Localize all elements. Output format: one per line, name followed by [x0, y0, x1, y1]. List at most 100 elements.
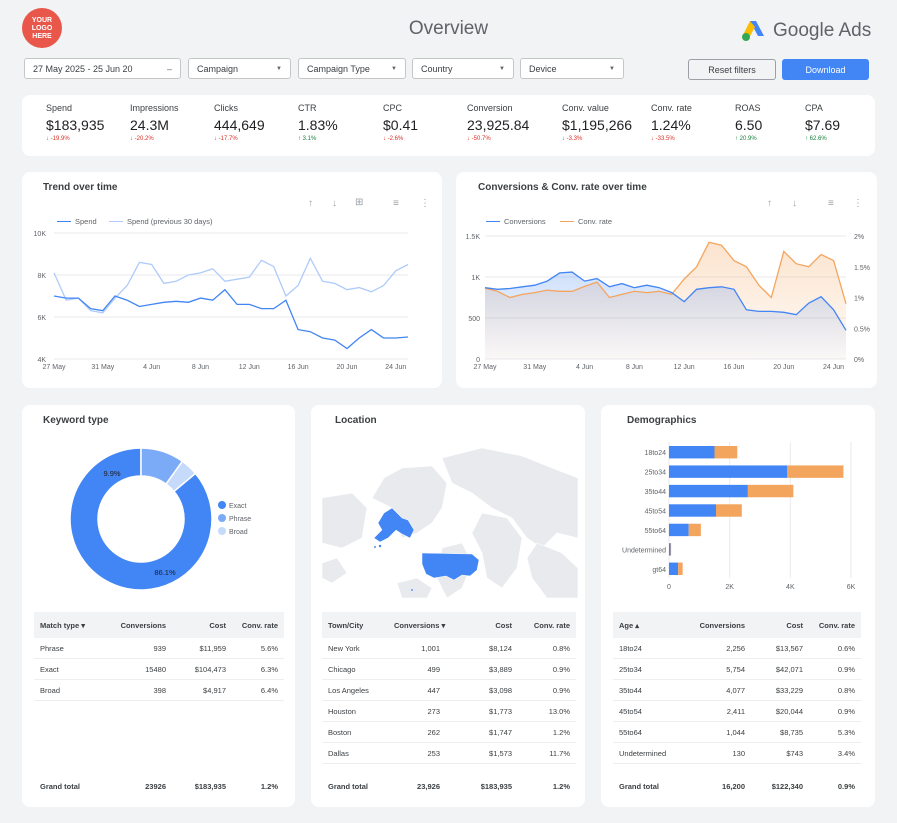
more-vert-icon[interactable]: ⋮ — [853, 198, 863, 209]
table-cell: 0.9% — [552, 685, 570, 695]
google-ads-icon — [742, 21, 764, 41]
y-tick-label: 1K — [471, 275, 480, 282]
kpi-cpa: CPA $7.69 ↑ 62.6% — [805, 103, 840, 142]
table-row: Dallas 253 $1,573 11.7% — [322, 743, 576, 764]
kpi-conversion: Conversion 23,925.84 ↓ -50.7% — [467, 103, 529, 142]
kpi-roas: ROAS 6.50 ↑ 20.9% — [735, 103, 762, 142]
column-header[interactable]: Conversions — [699, 620, 745, 630]
table-cell: 5,754 — [726, 664, 745, 674]
x-tick-label: 4K — [786, 584, 795, 591]
reset-filters-button[interactable]: Reset filters — [688, 59, 776, 80]
x-tick-label: 27 May — [474, 364, 497, 371]
arrow-down-icon[interactable]: ↓ — [332, 198, 337, 209]
device-filter[interactable]: Device ▼ — [520, 58, 624, 79]
campaign-type-filter[interactable]: Campaign Type ▼ — [298, 58, 406, 79]
column-header[interactable]: Age ▴ — [619, 620, 640, 630]
date-range-picker[interactable]: 27 May 2025 - 25 Jun 20 – — [24, 58, 181, 79]
kpi-label: CTR — [298, 103, 317, 113]
column-header[interactable]: Conversions — [120, 620, 166, 630]
table-cell: Boston — [328, 727, 352, 737]
table-cell: $13,567 — [775, 643, 803, 653]
series-line — [53, 256, 409, 314]
table-cell: 6.3% — [260, 664, 278, 674]
legend-swatch — [218, 501, 226, 509]
kpi-label: Conv. value — [562, 103, 609, 113]
grand-total-row: Grand total 16,200 $122,340 0.9% — [613, 778, 861, 794]
arrow-down-icon[interactable]: ↓ — [792, 198, 797, 209]
table-cell: 1,001 — [421, 643, 440, 653]
kpi-value: 23,925.84 — [467, 117, 530, 133]
column-header[interactable]: Town/City — [328, 620, 364, 630]
table-header: Town/City Conversions ▾ Cost Conv. rate — [322, 612, 576, 638]
bar-segment — [669, 504, 717, 517]
kpi-label: Conversion — [467, 103, 513, 113]
table-row: 35to44 4,077 $33,229 0.8% — [613, 680, 861, 701]
column-header[interactable]: Match type ▾ — [40, 620, 86, 630]
column-header[interactable]: Conv. rate — [241, 620, 278, 630]
table-cell: $8,735 — [780, 727, 803, 737]
bar-segment — [669, 523, 689, 537]
demographics-title: Demographics — [627, 415, 697, 426]
total-cell: Grand total — [40, 781, 81, 791]
table-cell: 0.8% — [552, 643, 570, 653]
table-cell: 2,411 — [726, 706, 745, 716]
bar-segment — [669, 484, 748, 498]
table-cell: $1,773 — [489, 706, 512, 716]
y-tick-label: 0 — [476, 357, 480, 364]
table-row: Boston 262 $1,747 1.2% — [322, 722, 576, 743]
filter-icon[interactable]: ≡ — [393, 198, 399, 209]
table-cell: 1,044 — [726, 727, 745, 737]
table-cell: 0.6% — [837, 643, 855, 653]
table-cell: $1,573 — [489, 748, 512, 758]
kpi-panel — [22, 95, 875, 156]
x-tick-label: 27 May — [43, 364, 66, 371]
kpi-label: CPC — [383, 103, 403, 113]
table-cell: $3,889 — [489, 664, 512, 674]
kpi-label: CPA — [805, 103, 823, 113]
column-header[interactable]: Conv. rate — [533, 620, 570, 630]
drill-icon[interactable]: ⊞ — [355, 197, 364, 208]
table-cell: Undetermined — [619, 748, 667, 758]
kpi-value: 6.50 — [735, 117, 763, 133]
logo: YOUR LOGO HERE — [22, 8, 62, 48]
x-tick-label: 20 Jun — [336, 364, 357, 371]
kpi-label: ROAS — [735, 103, 761, 113]
filter-icon[interactable]: ≡ — [828, 198, 834, 209]
column-header[interactable]: Cost — [495, 620, 512, 630]
column-header[interactable]: Cost — [786, 620, 803, 630]
arrow-up-icon[interactable]: ↑ — [767, 198, 772, 209]
kpi-value: $0.41 — [383, 117, 419, 133]
table-cell: $20,044 — [775, 706, 803, 716]
y2-tick-label: 1% — [854, 296, 864, 303]
campaign-type-filter-label: Campaign Type — [307, 63, 370, 74]
legend-label: Conversions — [504, 217, 546, 226]
y-tick-label: Undetermined — [622, 547, 666, 554]
kpi-value: 24.3M — [130, 117, 169, 133]
country-filter[interactable]: Country ▼ — [412, 58, 514, 79]
kpi-impressions: Impressions 24.3M ↓ -20.2% — [130, 103, 179, 142]
trend-title: Trend over time — [43, 182, 118, 193]
dash-icon: – — [166, 63, 172, 74]
kpi-conv-value: Conv. value $1,195,266 ↓ -3.3% — [562, 103, 632, 142]
column-header[interactable]: Cost — [209, 620, 226, 630]
legend-swatch — [486, 220, 500, 223]
x-tick-label: 4 Jun — [143, 364, 160, 371]
x-tick-label: 8 Jun — [192, 364, 209, 371]
kpi-label: Clicks — [214, 103, 238, 113]
google-ads-brand: Google Ads — [741, 20, 871, 42]
more-vert-icon[interactable]: ⋮ — [420, 198, 430, 209]
arrow-up-icon[interactable]: ↑ — [308, 198, 313, 209]
donut-slice-broad — [165, 460, 197, 493]
download-button[interactable]: Download — [782, 59, 869, 80]
x-tick-label: 4 Jun — [576, 364, 593, 371]
kpi-change: ↓ -33.5% — [651, 136, 675, 142]
legend-swatch — [218, 514, 226, 522]
campaign-filter[interactable]: Campaign ▼ — [188, 58, 291, 79]
column-header[interactable]: Conversions ▾ — [394, 620, 446, 630]
demographics-bar-chart: 0 2K 4K 6K 18to24 25to34 35to44 45to54 55to64 Und… — [622, 442, 856, 591]
y2-tick-label: 2% — [854, 234, 864, 241]
country-filter-label: Country — [421, 63, 453, 74]
column-header[interactable]: Conv. rate — [818, 620, 855, 630]
logo-text: YOUR LOGO HERE — [31, 16, 53, 40]
table-cell: 0.9% — [837, 706, 855, 716]
